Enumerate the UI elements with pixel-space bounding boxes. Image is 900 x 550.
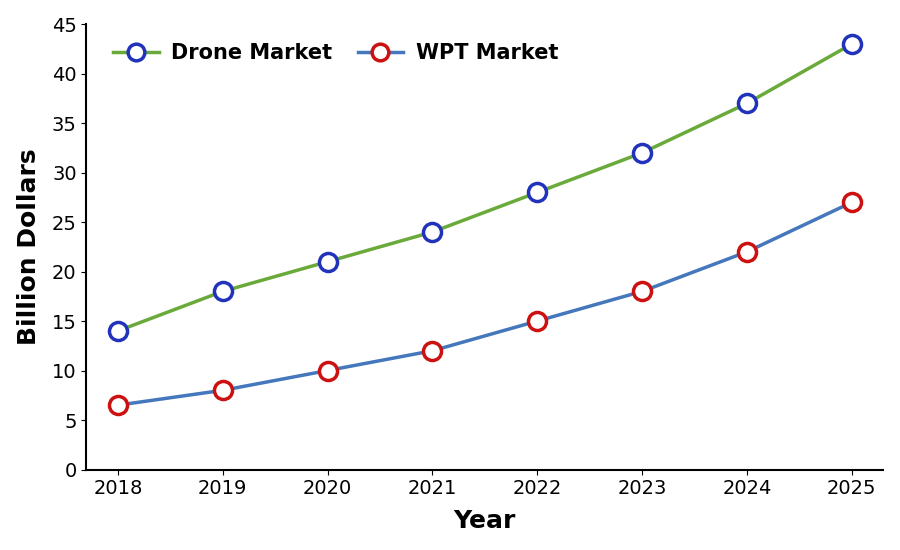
- Drone Market: [427, 229, 437, 235]
- Line: WPT Market: WPT Market: [109, 193, 861, 414]
- WPT Market: [742, 249, 752, 255]
- WPT Market: [112, 402, 123, 409]
- WPT Market: [636, 288, 647, 295]
- WPT Market: [322, 367, 333, 374]
- Drone Market: [217, 288, 228, 295]
- WPT Market: [427, 348, 437, 354]
- WPT Market: [217, 387, 228, 394]
- WPT Market: [532, 318, 543, 324]
- Drone Market: [636, 150, 647, 156]
- Drone Market: [532, 189, 543, 196]
- Drone Market: [847, 41, 858, 47]
- Y-axis label: Billion Dollars: Billion Dollars: [17, 148, 40, 345]
- WPT Market: [847, 199, 858, 206]
- Drone Market: [322, 258, 333, 265]
- Drone Market: [112, 328, 123, 334]
- Legend: Drone Market, WPT Market: Drone Market, WPT Market: [104, 35, 567, 72]
- X-axis label: Year: Year: [454, 509, 516, 534]
- Line: Drone Market: Drone Market: [109, 35, 861, 340]
- Drone Market: [742, 100, 752, 107]
